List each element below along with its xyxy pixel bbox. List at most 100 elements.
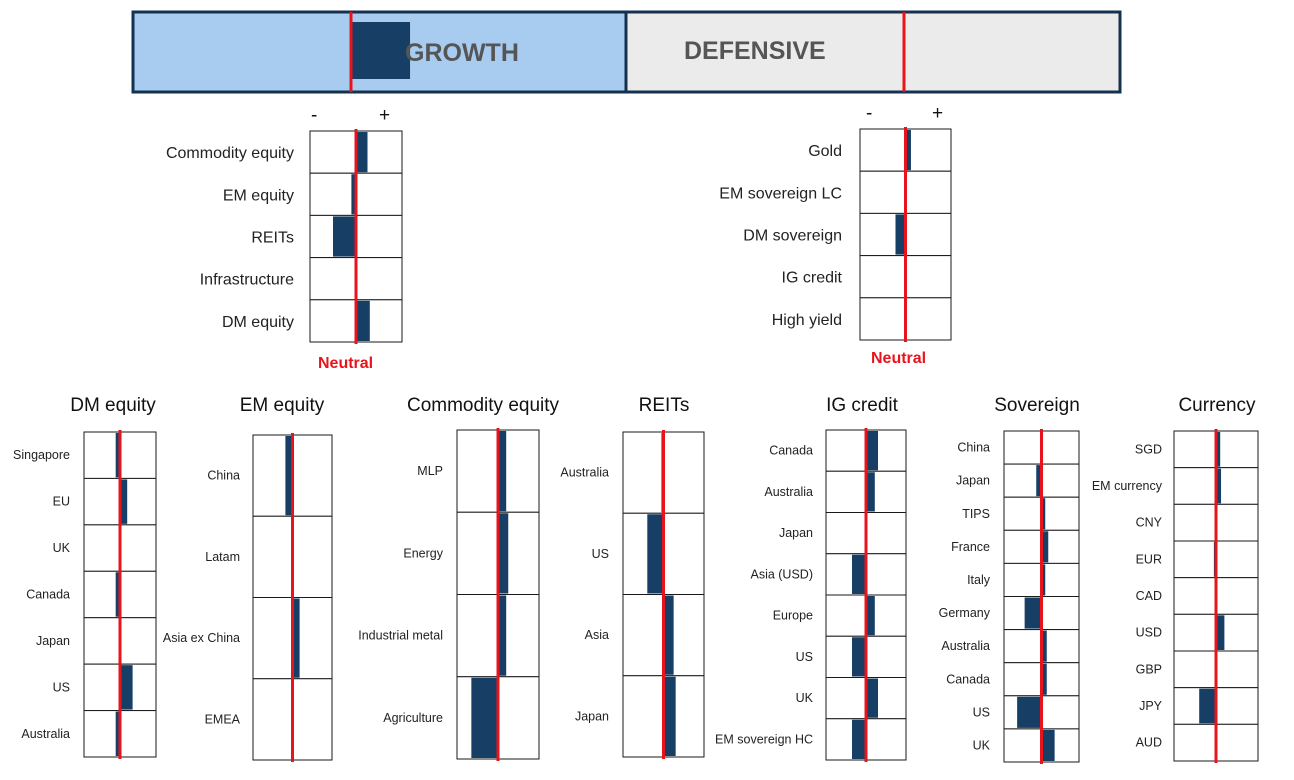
panel-sovereign: Sovereign China Japan TIPS France Italy German…: [939, 395, 1080, 764]
bar-usd: [1216, 615, 1225, 650]
bar-canada: [866, 431, 878, 471]
category-label-europe: Europe: [773, 609, 813, 623]
category-label-china: China: [957, 441, 990, 455]
category-label-latam: Latam: [205, 550, 240, 564]
category-label-eu: EU: [53, 495, 70, 509]
category-label-asia-ex-china: Asia ex China: [163, 631, 240, 645]
bar-germany: [1024, 597, 1042, 629]
bar-europe: [866, 596, 875, 636]
defensive-minus-marker: -: [866, 103, 872, 124]
category-label-ig-credit: IG credit: [782, 270, 843, 287]
panel-title: Commodity equity: [407, 395, 560, 416]
category-label-em-equity: EM equity: [223, 187, 294, 204]
category-label-japan: Japan: [956, 474, 990, 488]
defensive-label: DEFENSIVE: [684, 37, 826, 65]
bar-uk: [866, 678, 878, 718]
category-label-sgd: SGD: [1135, 442, 1162, 456]
panel-commodity-equity: Commodity equity MLP Energy Industrial meta…: [358, 395, 560, 761]
category-label-gold: Gold: [808, 143, 842, 160]
category-label-asia: Asia: [585, 628, 609, 642]
panel-title: Sovereign: [994, 395, 1080, 416]
panel-title: Currency: [1178, 395, 1256, 416]
category-label-gbp: GBP: [1136, 662, 1162, 676]
category-label-japan: Japan: [36, 634, 70, 648]
bar-tips: [1041, 498, 1046, 530]
bar-italy: [1041, 564, 1046, 596]
category-label-australia: Australia: [560, 466, 609, 480]
panel-em-equity: EM equity China Latam Asia ex China EMEA: [163, 395, 333, 762]
category-label-cad: CAD: [1136, 589, 1162, 603]
bar-asia: [663, 595, 674, 675]
bar-em-currency: [1216, 468, 1222, 504]
bar-france: [1041, 531, 1049, 563]
category-label-us: US: [973, 705, 990, 719]
bar-sgd: [1216, 432, 1221, 467]
bar-canada: [115, 572, 120, 617]
category-label-us: US: [592, 547, 609, 561]
bar-us: [120, 665, 133, 710]
bar-agriculture: [471, 677, 498, 758]
bar-commodity-equity: [356, 132, 368, 173]
bar-mlp: [498, 431, 507, 512]
bar-jpy: [1199, 688, 1216, 724]
category-label-japan: Japan: [779, 526, 813, 540]
bar-dm-sovereign: [895, 214, 906, 255]
bar-asia-usd: [852, 554, 866, 594]
bar-em-equity: [351, 174, 356, 215]
growth-defensive-banner: GROWTH DEFENSIVE: [131, 10, 1122, 94]
category-label-aud: AUD: [1136, 736, 1162, 750]
category-label-em-currency: EM currency: [1092, 479, 1163, 493]
bar-gold: [905, 130, 911, 171]
category-label-germany: Germany: [939, 606, 991, 620]
panel-ig-credit: IG credit Canada Australia Japan Asia (USD) E…: [715, 395, 907, 762]
panel-reits: REITs Australia US Asia Japan: [560, 395, 705, 759]
bar-china: [285, 436, 293, 516]
category-label-reits: REITs: [251, 230, 294, 247]
category-label-mlp: MLP: [417, 464, 443, 478]
panel-growth-assets: Commodity equity EM equity REITs Infrastruc…: [166, 129, 403, 344]
category-label-commodity-equity: Commodity equity: [166, 145, 294, 162]
bar-us: [1017, 696, 1042, 728]
growth-position-bar: [351, 22, 411, 79]
category-label-em-sovereign-hc: EM sovereign HC: [715, 732, 813, 746]
bar-uk: [1041, 729, 1055, 761]
category-label-uk: UK: [973, 738, 991, 752]
category-label-usd: USD: [1136, 626, 1162, 640]
category-label-canada: Canada: [769, 444, 813, 458]
bar-industrial-metal: [498, 595, 507, 676]
growth-label: GROWTH: [405, 39, 519, 67]
category-label-australia: Australia: [764, 485, 813, 499]
category-label-agriculture: Agriculture: [383, 711, 443, 725]
category-label-australia: Australia: [941, 639, 990, 653]
category-label-us: US: [53, 680, 70, 694]
panel-title: DM equity: [70, 395, 156, 416]
category-label-jpy: JPY: [1139, 699, 1163, 713]
bar-japan: [663, 676, 676, 756]
bar-em-sovereign-hc: [852, 719, 866, 759]
category-label-canada: Canada: [946, 672, 990, 686]
category-label-us: US: [796, 650, 813, 664]
defensive-neutral-label: Neutral: [871, 350, 926, 367]
category-label-canada: Canada: [26, 588, 70, 602]
category-label-uk: UK: [53, 541, 71, 555]
category-label-singapore: Singapore: [13, 448, 70, 462]
panel-title: IG credit: [826, 395, 899, 416]
category-label-em-sovereign-lc: EM sovereign LC: [719, 185, 842, 202]
category-label-industrial-metal: Industrial metal: [358, 629, 443, 643]
panel-currency: Currency SGD EM currency CNY EUR CAD USD GBP JPY…: [1092, 395, 1259, 763]
panel-title: REITs: [639, 395, 690, 416]
bar-energy: [498, 513, 509, 594]
panel-title: EM equity: [240, 395, 325, 416]
growth-minus-marker: -: [311, 105, 317, 126]
category-label-china: China: [207, 469, 240, 483]
growth-plus-marker: +: [379, 105, 390, 126]
panel-dm-equity: DM equity Singapore EU UK Canada Japan US Austr…: [13, 395, 157, 759]
category-label-dm-sovereign: DM sovereign: [743, 228, 842, 245]
bar-reits: [333, 216, 356, 257]
category-label-energy: Energy: [403, 546, 443, 560]
category-label-tips: TIPS: [962, 507, 990, 521]
category-label-australia: Australia: [21, 727, 70, 741]
defensive-plus-marker: +: [932, 103, 943, 124]
bar-eu: [120, 479, 128, 524]
